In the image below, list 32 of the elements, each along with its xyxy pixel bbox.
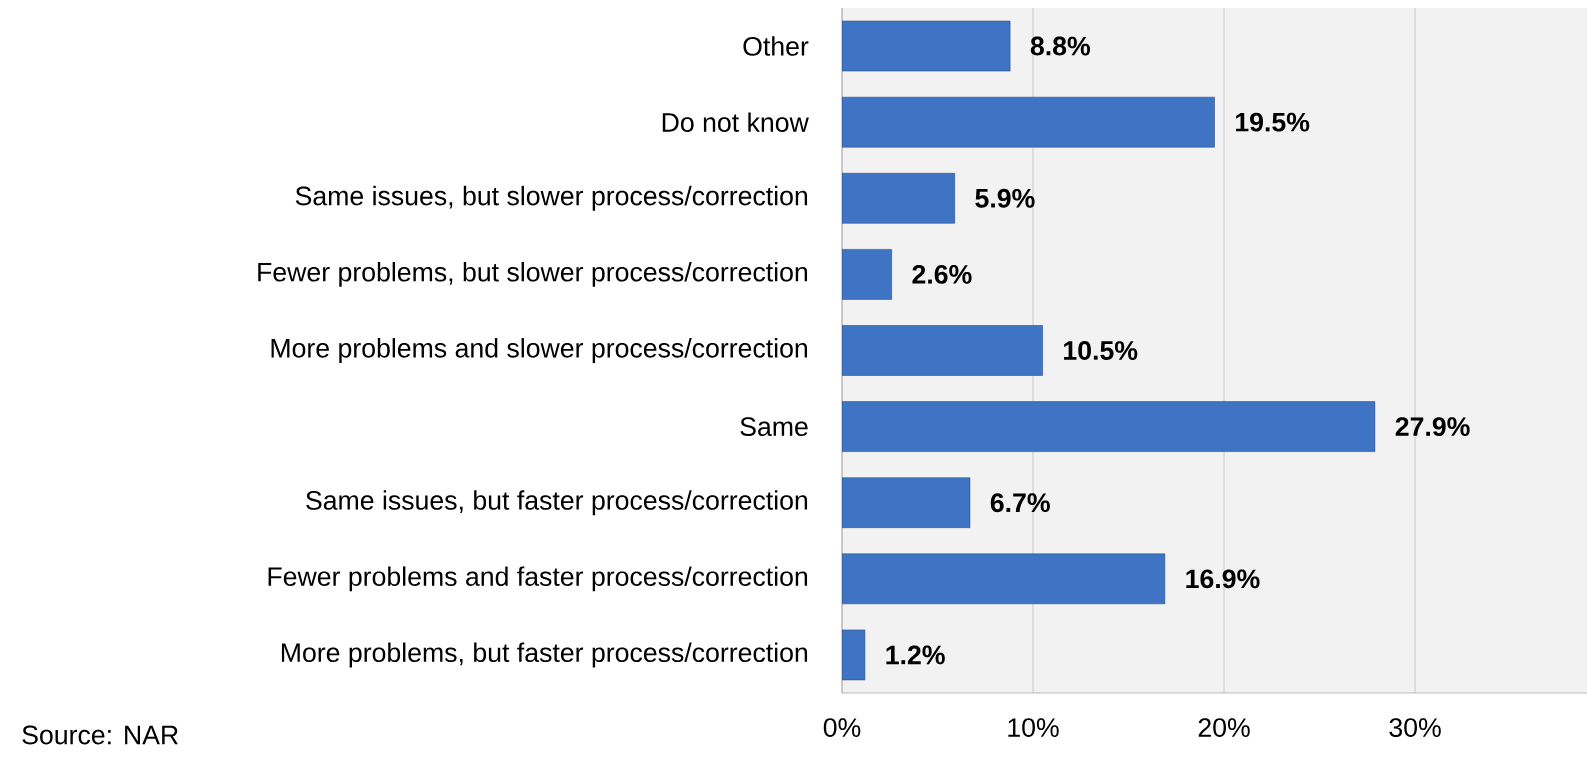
y-tick-label: Fewer problems and faster process/correction	[268, 566, 808, 592]
bar	[842, 173, 955, 224]
source-note: Source: NAR	[22, 725, 178, 745]
bar	[842, 325, 1043, 376]
y-tick-label: Same	[740, 417, 808, 437]
data-label: 8.8%	[1030, 36, 1090, 56]
x-tick-label: 30%	[1389, 718, 1441, 738]
bar	[842, 553, 1166, 605]
y-tick-label: Do not know	[662, 112, 809, 132]
bar	[842, 401, 1376, 452]
bar	[842, 249, 892, 300]
x-tick-label: 10%	[1008, 718, 1059, 738]
bar	[842, 20, 1011, 72]
x-tick-label: 20%	[1198, 718, 1250, 738]
bar	[842, 96, 1215, 148]
x-tick-label: 0%	[823, 718, 861, 738]
data-label: 10.5%	[1064, 341, 1138, 360]
data-label: 27.9%	[1395, 417, 1470, 437]
bar	[842, 477, 971, 528]
data-label: 2.6%	[912, 264, 972, 284]
data-label: 1.2%	[886, 645, 945, 665]
data-label: 16.9%	[1186, 569, 1260, 589]
y-tick-label: More problems and slower process/correction	[271, 338, 808, 363]
bar	[842, 629, 866, 681]
y-tick-label: Same issues, but slower process/correction	[295, 185, 808, 211]
data-label: 5.9%	[975, 188, 1035, 208]
data-label: 19.5%	[1235, 112, 1310, 132]
data-label: 6.7%	[990, 493, 1050, 513]
y-tick-label: Same issues, but faster process/correction	[306, 490, 808, 516]
y-tick-label: More problems, but faster process/correction	[281, 642, 808, 668]
y-tick-label: Other	[743, 36, 809, 56]
y-tick-label: Fewer problems, but slower process/correction	[258, 261, 808, 287]
